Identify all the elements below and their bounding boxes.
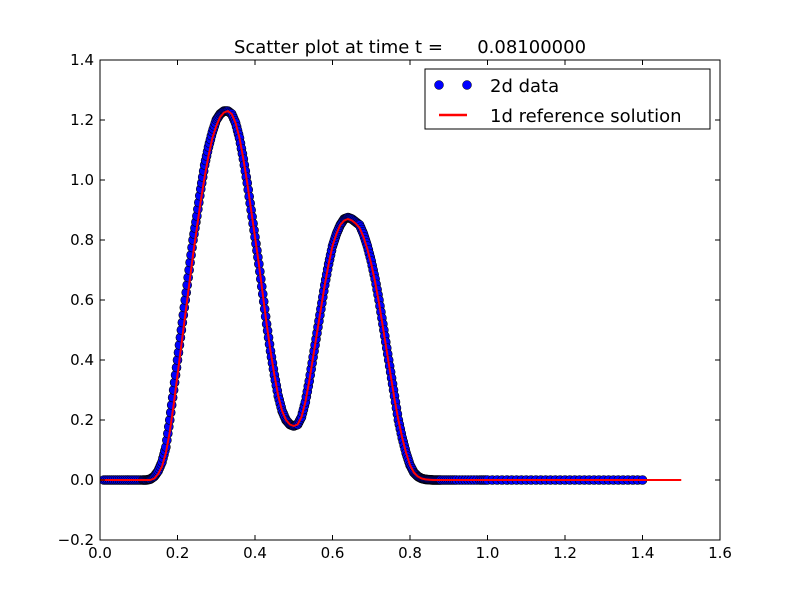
y-tick-label: 0.2 (70, 411, 94, 429)
legend-marker-2d-data (462, 80, 472, 90)
x-tick-label: 1.6 (708, 544, 732, 562)
y-tick-label: 0.0 (70, 471, 94, 489)
x-tick-label: 0.4 (243, 544, 267, 562)
y-tick-label: 1.0 (70, 171, 94, 189)
y-tick-label: 1.2 (70, 111, 94, 129)
y-tick-label: 0.8 (70, 231, 94, 249)
y-tick-label: 1.4 (70, 51, 94, 69)
legend-box (424, 68, 711, 130)
plot-frame (99, 59, 721, 541)
reference-solution-line (100, 110, 682, 481)
reference-line-layer (100, 110, 682, 481)
x-tick-label: 0.0 (88, 544, 112, 562)
x-tick-label: 0.2 (166, 544, 190, 562)
chart-title: Scatter plot at time t = 0.08100000 (234, 37, 586, 58)
x-tick-label: 0.8 (398, 544, 422, 562)
legend-label-reference: 1d reference solution (490, 106, 682, 127)
y-tick-label: 0.4 (70, 351, 94, 369)
x-tick-label: 0.6 (321, 544, 345, 562)
y-tick-label: 0.6 (70, 291, 94, 309)
axis-ticks: 0.0 0.2 0.4 0.6 0.8 1.0 1.2 1.4 1.6−0.20.00.20.4… (58, 51, 732, 562)
legend-marker-2d-data (434, 80, 444, 90)
x-tick-label: 1.4 (631, 544, 655, 562)
legend: 2d data 1d reference solution (424, 68, 711, 130)
x-tick-label: 1.0 (476, 544, 500, 562)
legend-label-2d-data: 2d data (490, 76, 559, 97)
y-tick-label: −0.2 (58, 531, 94, 549)
x-tick-label: 1.2 (553, 544, 577, 562)
